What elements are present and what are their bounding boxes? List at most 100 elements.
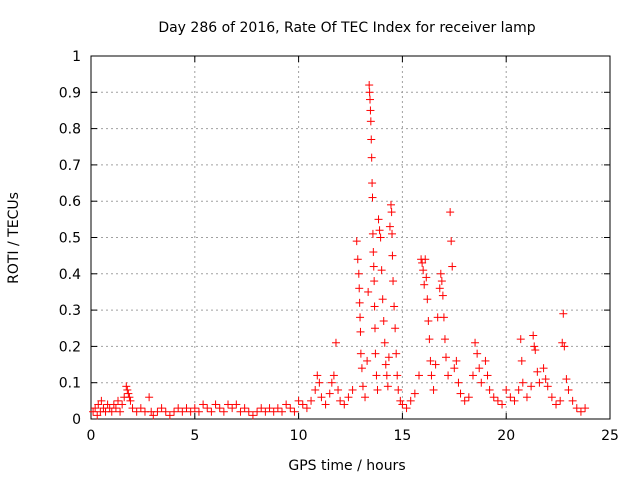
data-point bbox=[228, 404, 237, 413]
data-point bbox=[378, 295, 387, 304]
data-point bbox=[369, 248, 378, 257]
data-point bbox=[514, 385, 523, 394]
data-point bbox=[257, 404, 266, 413]
data-point bbox=[336, 396, 345, 405]
data-point bbox=[477, 378, 486, 387]
data-point bbox=[444, 371, 453, 380]
data-point bbox=[406, 396, 415, 405]
data-point bbox=[344, 393, 353, 402]
data-point bbox=[485, 385, 494, 394]
data-point bbox=[576, 407, 585, 416]
data-point bbox=[224, 400, 233, 409]
data-point bbox=[265, 404, 274, 413]
data-point bbox=[368, 193, 377, 202]
y-tick-label: 0.7 bbox=[59, 158, 81, 174]
data-point bbox=[136, 404, 145, 413]
data-point bbox=[203, 404, 212, 413]
data-point bbox=[215, 404, 224, 413]
data-point bbox=[157, 404, 166, 413]
data-point bbox=[562, 375, 571, 384]
data-point bbox=[153, 407, 162, 416]
data-point bbox=[261, 407, 270, 416]
data-point bbox=[564, 385, 573, 394]
x-tick-marks bbox=[90, 56, 611, 419]
data-point bbox=[372, 371, 381, 380]
data-point bbox=[386, 200, 395, 209]
x-tick-label: 5 bbox=[190, 428, 199, 444]
data-point bbox=[384, 353, 393, 362]
data-point bbox=[392, 349, 401, 358]
data-point bbox=[375, 226, 384, 235]
data-point bbox=[385, 222, 394, 231]
data-point bbox=[464, 393, 473, 402]
data-point bbox=[329, 371, 338, 380]
data-point bbox=[456, 389, 465, 398]
data-point bbox=[388, 251, 397, 260]
data-point bbox=[390, 302, 399, 311]
data-point bbox=[552, 400, 561, 409]
data-point bbox=[506, 393, 515, 402]
data-point bbox=[489, 393, 498, 402]
data-point bbox=[498, 400, 507, 409]
y-axis-label: ROTI / TECUs bbox=[6, 192, 22, 284]
data-point bbox=[446, 208, 455, 217]
data-point bbox=[502, 385, 511, 394]
data-point bbox=[113, 396, 122, 405]
data-point bbox=[371, 349, 380, 358]
data-point bbox=[429, 385, 438, 394]
data-point bbox=[419, 266, 428, 275]
data-point bbox=[517, 356, 526, 365]
data-point bbox=[383, 382, 392, 391]
data-point bbox=[460, 396, 469, 405]
data-point bbox=[388, 229, 397, 238]
data-point bbox=[277, 407, 286, 416]
data-point bbox=[352, 237, 361, 246]
data-point bbox=[211, 400, 220, 409]
data-point bbox=[358, 382, 367, 391]
data-point bbox=[389, 277, 398, 286]
chart-title: Day 286 of 2016, Rate Of TEC Index for r… bbox=[158, 20, 535, 36]
data-point bbox=[364, 287, 373, 296]
data-point bbox=[124, 389, 133, 398]
data-point bbox=[437, 277, 446, 286]
data-point bbox=[356, 313, 365, 322]
x-tick-label: 10 bbox=[290, 428, 308, 444]
data-point bbox=[340, 400, 349, 409]
data-point bbox=[357, 364, 366, 373]
data-point bbox=[334, 385, 343, 394]
grid-lines bbox=[91, 56, 610, 419]
data-point bbox=[381, 360, 390, 369]
data-point bbox=[547, 393, 556, 402]
data-point bbox=[207, 407, 216, 416]
data-point bbox=[182, 404, 191, 413]
data-point bbox=[447, 237, 456, 246]
data-point bbox=[374, 215, 383, 224]
data-point bbox=[368, 179, 377, 188]
y-tick-label: 0.9 bbox=[59, 85, 81, 101]
data-point bbox=[190, 404, 199, 413]
data-point bbox=[199, 400, 208, 409]
data-point bbox=[365, 88, 374, 97]
data-point bbox=[294, 396, 303, 405]
data-point bbox=[529, 331, 538, 340]
data-point bbox=[273, 404, 282, 413]
data-point bbox=[186, 407, 195, 416]
data-point bbox=[468, 371, 477, 380]
data-point bbox=[450, 364, 459, 373]
data-point bbox=[331, 338, 340, 347]
data-point bbox=[367, 153, 376, 162]
data-point bbox=[377, 266, 386, 275]
data-point bbox=[232, 400, 241, 409]
data-point bbox=[425, 335, 434, 344]
data-point bbox=[440, 335, 449, 344]
data-point bbox=[483, 371, 492, 380]
y-tick-label: 0.1 bbox=[59, 376, 81, 392]
data-point bbox=[132, 407, 141, 416]
data-point bbox=[327, 378, 336, 387]
data-point bbox=[116, 407, 125, 416]
data-point bbox=[441, 353, 450, 362]
data-point bbox=[355, 284, 364, 293]
data-point bbox=[530, 342, 539, 351]
x-tick-labels: 0 5 10 15 20 25 bbox=[87, 428, 619, 444]
